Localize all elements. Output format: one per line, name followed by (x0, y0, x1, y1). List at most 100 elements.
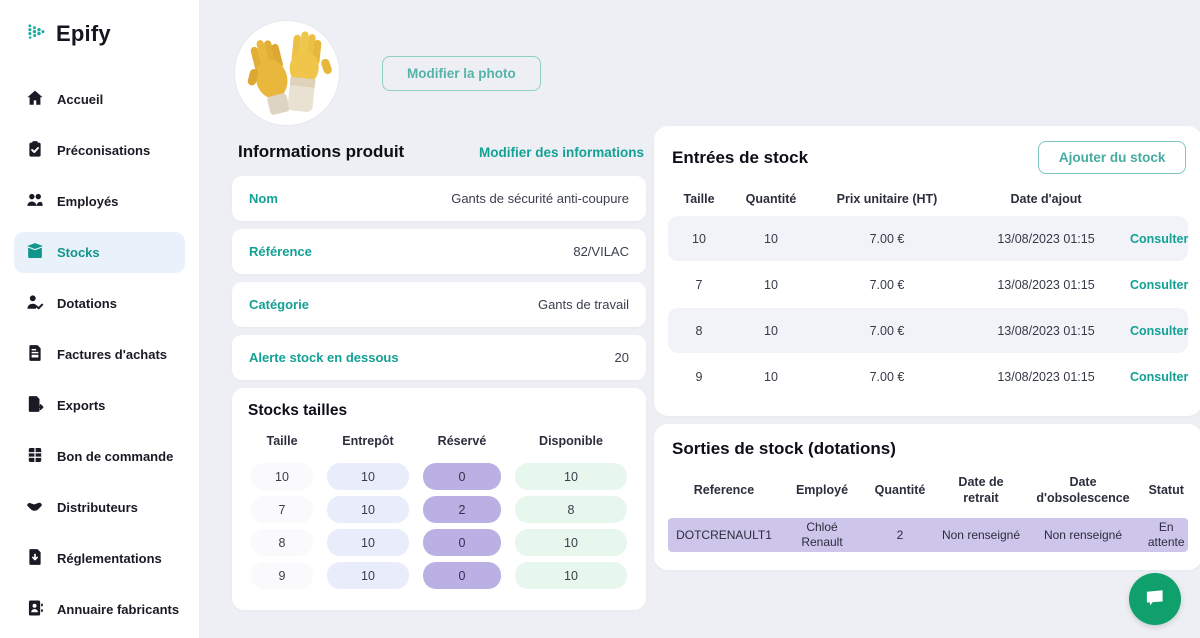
invoice-icon (26, 344, 44, 365)
column-header: Statut (1148, 482, 1184, 497)
field-value: 20 (614, 350, 629, 365)
date-cell: 13/08/2023 01:15 (997, 369, 1095, 384)
logo[interactable]: Epify (14, 18, 185, 49)
column-header: Date d'obsolescence (1036, 475, 1130, 505)
stock-column: Entrées de stock Ajouter du stock Taille… (654, 126, 1200, 638)
date-obsolescence-cell: Non renseigné (1043, 527, 1123, 542)
handshake-icon (26, 497, 44, 518)
consulter-link[interactable]: Consulter (1130, 369, 1189, 384)
column-header: Date de retrait (958, 475, 1004, 505)
taille-cell: 9 (695, 369, 703, 384)
sidebar-item-accueil[interactable]: Accueil (14, 79, 185, 120)
page-title: Informations produit (238, 142, 405, 161)
product-photo (234, 20, 340, 126)
taille-cell: 10 (692, 231, 706, 246)
address-book-icon (26, 599, 44, 620)
column-header: Taille (683, 192, 715, 206)
field-value: 82/VILAC (573, 244, 629, 259)
home-icon (26, 89, 44, 110)
column-header: Prix unitaire (HT) (836, 192, 938, 206)
field-label: Nom (249, 191, 278, 206)
field-nom: Nom Gants de sécurité anti-coupure (232, 176, 646, 221)
reference-cell: DOTCRENAULT1 (676, 527, 772, 542)
sidebar-item-stocks[interactable]: Stocks (14, 232, 185, 273)
field-label: Alerte stock en dessous (249, 350, 399, 365)
field-label: Catégorie (249, 297, 309, 312)
sidebar-item-factures[interactable]: Factures d'achats (14, 334, 185, 375)
column-header: Date d'ajout (1010, 192, 1082, 206)
user-check-icon (26, 293, 44, 314)
prix-cell: 7.00 € (869, 277, 905, 292)
entrepot-cell: 10 (327, 496, 409, 523)
file-export-icon (26, 395, 44, 416)
date-cell: 13/08/2023 01:15 (997, 323, 1095, 338)
table-row: 7 10 7.00 € 13/08/2023 01:15 Consulter (668, 262, 1189, 307)
photo-row: Modifier la photo (234, 20, 646, 126)
disponible-cell: 10 (515, 529, 627, 556)
quantite-cell: 10 (764, 369, 778, 384)
field-alerte-stock: Alerte stock en dessous 20 (232, 335, 646, 380)
reserve-cell: 2 (423, 496, 501, 523)
modify-photo-button[interactable]: Modifier la photo (382, 55, 541, 91)
sidebar-nav: Accueil Préconisations Employés Stocks D… (14, 79, 185, 638)
sidebar-item-dotations[interactable]: Dotations (14, 283, 185, 324)
open-box-icon (26, 242, 44, 263)
sidebar-item-distributeurs[interactable]: Distributeurs (14, 487, 185, 528)
taille-cell: 9 (251, 562, 313, 589)
sidebar-item-label: Stocks (57, 245, 100, 260)
sidebar-item-label: Accueil (57, 92, 104, 107)
column-header: Employé (795, 482, 849, 497)
column-header: Taille (266, 434, 298, 448)
sidebar-item-label: Employés (57, 194, 119, 209)
sidebar-item-annuaire-fabricants[interactable]: Annuaire fabricants (14, 589, 185, 630)
field-value: Gants de sécurité anti-coupure (451, 191, 629, 206)
date-cell: 13/08/2023 01:15 (997, 231, 1095, 246)
sidebar-item-bon-de-commande[interactable]: Bon de commande (14, 436, 185, 477)
table-row: 10 10 7.00 € 13/08/2023 01:15 Consulter (668, 216, 1189, 261)
consulter-link[interactable]: Consulter (1130, 323, 1189, 338)
sidebar-item-label: Bon de commande (57, 449, 174, 464)
field-value: Gants de travail (537, 297, 629, 312)
field-categorie: Catégorie Gants de travail (232, 282, 646, 327)
taille-cell: 8 (251, 529, 313, 556)
date-cell: 13/08/2023 01:15 (997, 277, 1095, 292)
reserve-cell: 0 (423, 463, 501, 490)
employe-cell: Chloé Renault (801, 520, 843, 550)
sidebar-item-label: Factures d'achats (57, 347, 168, 362)
taille-cell: 7 (695, 277, 703, 292)
consulter-link[interactable]: Consulter (1130, 231, 1189, 246)
add-stock-button[interactable]: Ajouter du stock (1037, 141, 1187, 174)
reserve-cell: 0 (423, 529, 501, 556)
consulter-link[interactable]: Consulter (1130, 277, 1189, 292)
table-row: 8 10 7.00 € 13/08/2023 01:15 Consulter (668, 308, 1189, 353)
prix-cell: 7.00 € (869, 231, 905, 246)
stocks-tailles-table: Taille Entrepôt Réservé Disponible 10 10… (248, 434, 630, 592)
entrees-table-header: Taille Quantité Prix unitaire (HT) Date … (668, 192, 1188, 206)
sidebar-item-label: Exports (57, 398, 106, 413)
users-icon (26, 191, 44, 212)
quantite-cell: 10 (764, 231, 778, 246)
field-label: Référence (249, 244, 312, 259)
prix-cell: 7.00 € (869, 323, 905, 338)
date-retrait-cell: Non renseigné (941, 527, 1021, 542)
quantite-cell: 2 (896, 527, 904, 542)
taille-cell: 7 (251, 496, 313, 523)
sidebar-item-label: Réglementations (57, 551, 162, 566)
sidebar-item-preconisations[interactable]: Préconisations (14, 130, 185, 171)
sidebar-item-employes[interactable]: Employés (14, 181, 185, 222)
table-row: 9 10 7.00 € 13/08/2023 01:15 Consulter (668, 354, 1189, 399)
chat-button[interactable] (1129, 573, 1181, 625)
dotation-row[interactable]: DOTCRENAULT1 Chloé Renault 2 Non renseig… (668, 518, 1189, 553)
column-header: Disponible (539, 434, 603, 448)
edit-info-link[interactable]: Modifier des informations (478, 145, 644, 160)
prix-cell: 7.00 € (869, 369, 905, 384)
disponible-cell: 8 (515, 496, 627, 523)
entrepot-cell: 10 (327, 463, 409, 490)
disponible-cell: 10 (515, 562, 627, 589)
app-title: Epify (56, 20, 111, 46)
sidebar-item-reglementations[interactable]: Réglementations (14, 538, 185, 579)
statut-badge: En attente (1147, 520, 1185, 550)
column-header: Quantité (745, 192, 797, 206)
sidebar-item-exports[interactable]: Exports (14, 385, 185, 426)
taille-cell: 8 (695, 323, 703, 338)
